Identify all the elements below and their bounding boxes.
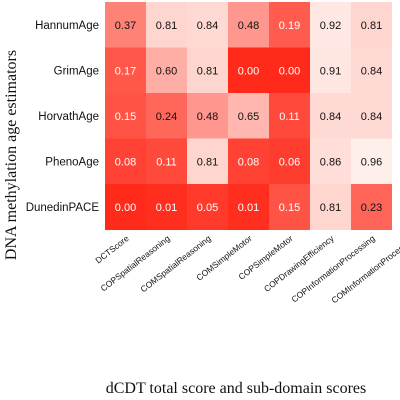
heatmap-cell: [310, 2, 352, 48]
row-label-horvath-age: HorvathAge: [38, 111, 99, 123]
heatmap-cell: [187, 138, 229, 185]
cell-value-label: 0.08: [115, 156, 136, 168]
row-label-dunedin-pace: DunedinPACE: [26, 202, 100, 214]
cell-value-label: 0.81: [156, 20, 177, 32]
column-label-copspatial-reasoning: COPSpatialReasoning: [99, 233, 172, 293]
cell-value-label: 0.86: [320, 156, 341, 168]
row-label-grim-age: GrimAge: [54, 65, 99, 77]
cell-value-label: 0.60: [156, 65, 177, 77]
heatmap-cell: [228, 2, 270, 48]
heatmap-cell: [146, 138, 188, 185]
cell-value-label: 0.96: [361, 156, 382, 168]
heatmap-cells: 0.37 0.81 0.84 0.48 0.19 0.92 0.81 0.17 0.60 0.81…: [105, 2, 400, 230]
heatmap-cell: [351, 93, 393, 139]
heatmap-cell: [146, 47, 188, 94]
cell-value-label: 0.81: [197, 65, 218, 77]
heatmap-cell: [310, 47, 352, 94]
cell-value-label: 0.48: [197, 111, 218, 123]
heatmap-cell: [392, 93, 400, 139]
cell-value-label: 0.08: [238, 156, 259, 168]
heatmap-cell: [146, 2, 188, 48]
heatmap-cell: [105, 138, 147, 185]
column-labels: DCTScoreCOPSpatialReasoningCOMSpatialRea…: [93, 233, 400, 306]
heatmap-cell: [351, 2, 393, 48]
cell-value-label: 0.48: [238, 20, 259, 32]
heatmap-cell: [269, 138, 311, 185]
heatmap-cell: [187, 93, 229, 139]
heatmap-cell: [310, 138, 352, 185]
cell-value-label: 0.00: [115, 202, 136, 214]
cell-value-label: 0.01: [156, 202, 177, 214]
cell-value-label: 0.81: [361, 20, 382, 32]
heatmap-cell: [228, 93, 270, 139]
cell-value-label: 0.15: [115, 111, 136, 123]
heatmap-cell: [392, 47, 400, 94]
heatmap-cell: [228, 47, 270, 94]
cell-value-label: 0.19: [279, 20, 300, 32]
cell-value-label: 0.37: [115, 20, 136, 32]
heatmap-cell: [392, 184, 400, 230]
cell-value-label: 0.11: [156, 156, 177, 168]
heatmap-cell: [392, 138, 400, 185]
x-axis-title: dCDT total score and sub-domain scores: [106, 380, 367, 397]
heatmap-cell: [269, 184, 311, 230]
column-label-dctscore: DCTScore: [93, 233, 131, 265]
cell-value-label: 0.91: [320, 65, 341, 77]
cell-value-label: 0.17: [115, 65, 136, 77]
row-label-pheno-age: PhenoAge: [45, 156, 99, 168]
cell-value-label: 0.65: [238, 111, 259, 123]
heatmap-cell: [269, 2, 311, 48]
cell-value-label: 0.23: [361, 202, 382, 214]
heatmap-cell: [269, 47, 311, 94]
heatmap-cell: [351, 47, 393, 94]
heatmap-cell: [187, 2, 229, 48]
cell-value-label: 0.15: [279, 202, 300, 214]
heatmap-cell: [392, 2, 400, 48]
cell-value-label: 0.81: [320, 202, 341, 214]
row-labels: HannumAge GrimAge HorvathAge PhenoAge Dunedi…: [26, 20, 100, 214]
heatmap-cell: [105, 184, 147, 230]
cell-value-label: 0.84: [361, 111, 382, 123]
cell-value-label: 0.06: [279, 156, 300, 168]
heatmap-cell: [310, 184, 352, 230]
cell-value-label: 0.05: [197, 202, 218, 214]
cell-value-label: 0.84: [361, 65, 382, 77]
cell-value-label: 0.11: [279, 111, 300, 123]
column-label-comspatial-reasoning: COMSpatialReasoning: [138, 233, 213, 294]
heatmap-cell: [105, 2, 147, 48]
cell-value-label: 0.24: [156, 111, 177, 123]
heatmap-cell: [146, 93, 188, 139]
heatmap-cell: [146, 184, 188, 230]
row-label-hannum-age: HannumAge: [35, 20, 99, 32]
cell-value-label: 0.01: [238, 202, 259, 214]
heatmap-cell: [187, 184, 229, 230]
heatmap-cell: [228, 184, 270, 230]
heatmap-cell: [351, 184, 393, 230]
heatmap-cell: [228, 138, 270, 185]
heatmap-cell: [310, 93, 352, 139]
heatmap-cell: [351, 138, 393, 185]
heatmap-cell: [105, 93, 147, 139]
heatmap-cell: [187, 47, 229, 94]
cell-value-label: 0.84: [320, 111, 341, 123]
y-axis-title: DNA methylation age estimators: [3, 50, 20, 260]
cell-value-label: 0.81: [197, 156, 218, 168]
column-label-copdrawing-efficiency: COPDrawingEfficiency: [262, 233, 336, 294]
cell-value-label: 0.92: [320, 20, 341, 32]
heatmap-cell: [269, 93, 311, 139]
cell-value-label: 0.84: [197, 20, 218, 32]
cell-value-label: 0.00: [238, 65, 259, 77]
cell-value-label: 0.00: [279, 65, 300, 77]
heatmap-cell: [105, 47, 147, 94]
